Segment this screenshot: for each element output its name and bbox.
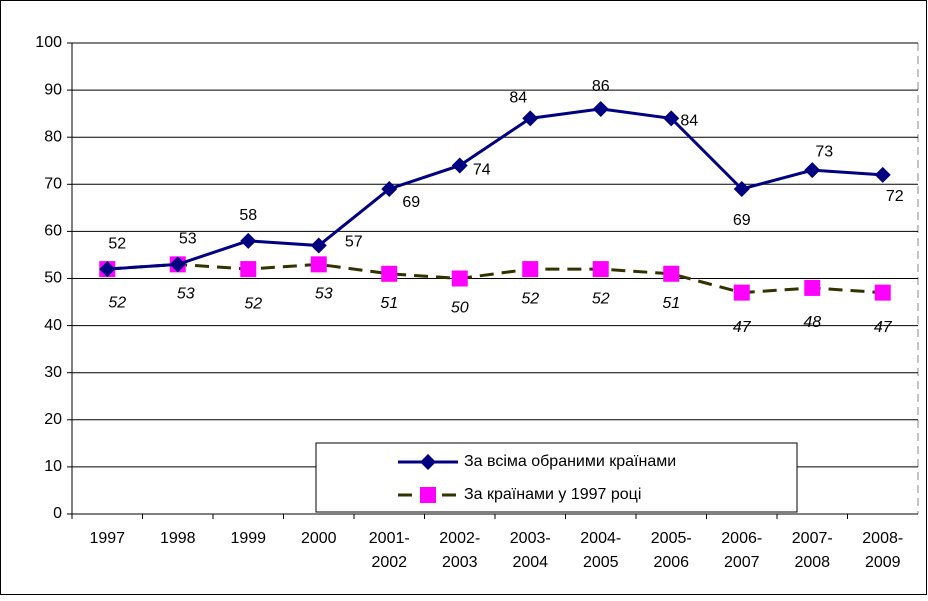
marker: [733, 181, 750, 198]
y-tick-label: 50: [44, 270, 62, 287]
x-tick-label-line: 2000: [301, 530, 337, 547]
data-label: 51: [662, 295, 680, 312]
x-tick-label-line: 2008-: [862, 530, 903, 547]
x-tick-label-line: 2002-: [439, 530, 480, 547]
x-tick-label: 2005- 2006: [651, 530, 692, 571]
x-tick-label-line: 2006-: [721, 530, 762, 547]
legend: [315, 442, 798, 513]
y-tick-label: 40: [44, 317, 62, 334]
y-tick-label: 80: [44, 128, 62, 145]
marker: [804, 279, 821, 296]
marker: [310, 237, 327, 254]
x-tick-label: 1997: [89, 530, 125, 547]
marker: [451, 270, 468, 287]
data-label: 84: [509, 90, 527, 107]
marker: [451, 157, 468, 174]
x-tick-label: 2006- 2007: [721, 530, 762, 571]
x-tick-label: 1999: [230, 530, 266, 547]
x-tick-label-line: 1997: [89, 530, 125, 547]
x-tick-label-line: 2004-: [580, 530, 621, 547]
marker: [99, 261, 116, 278]
x-tick-label: 2007- 2008: [792, 530, 833, 571]
x-tick-label-line: 1999: [230, 530, 266, 547]
y-tick-label: 30: [44, 364, 62, 381]
data-label: 51: [380, 295, 398, 312]
data-label: 84: [680, 113, 698, 130]
marker: [874, 166, 891, 183]
data-label: 47: [874, 319, 893, 336]
x-tick-label: 2002- 2003: [439, 530, 480, 571]
marker: [592, 261, 609, 278]
x-tick-label-line: 2002: [371, 554, 407, 571]
x-tick-label-line: 2007: [724, 554, 760, 571]
x-tick-label: 2004- 2005: [580, 530, 621, 571]
data-label: 47: [733, 319, 752, 336]
x-tick-label-line: 2008: [794, 554, 830, 571]
data-label: 52: [521, 290, 539, 307]
y-tick-label: 90: [44, 81, 62, 98]
x-tick-label: 2001- 2002: [369, 530, 410, 571]
data-label: 53: [177, 286, 195, 303]
x-tick-label-line: 2004: [512, 554, 548, 571]
x-tick-label-line: 2005: [583, 554, 619, 571]
data-label: 74: [473, 162, 491, 179]
data-label: 69: [733, 212, 751, 229]
data-label: 86: [592, 78, 610, 95]
data-label: 57: [345, 234, 363, 251]
y-tick-label: 0: [53, 505, 62, 522]
marker: [381, 181, 398, 198]
marker: [592, 100, 609, 117]
x-tick-label: 1998: [160, 530, 196, 547]
series-line: [107, 262, 883, 295]
x-tick-label-line: 2006: [653, 554, 689, 571]
data-label: 73: [815, 143, 833, 160]
x-tick-label-line: 2005-: [651, 530, 692, 547]
x-tick-label-line: 2009: [865, 554, 901, 571]
x-tick-label-line: 2007-: [792, 530, 833, 547]
data-label: 52: [244, 295, 262, 312]
marker: [240, 261, 257, 278]
data-label: 50: [451, 300, 469, 317]
x-tick-label-line: 2001-: [369, 530, 410, 547]
x-tick-label: 2008- 2009: [862, 530, 903, 571]
marker: [381, 265, 398, 282]
series-line: [107, 107, 883, 271]
marker: [240, 232, 257, 249]
marker: [169, 256, 186, 273]
data-label: 52: [592, 290, 610, 307]
data-label: 53: [315, 286, 333, 303]
marker: [420, 454, 436, 470]
y-tick-label: 10: [44, 458, 62, 475]
legend-label: За всіма обраними країнами: [464, 453, 676, 470]
marker: [663, 265, 680, 282]
marker: [522, 110, 539, 127]
data-label: 52: [108, 235, 126, 252]
marker: [663, 110, 680, 127]
data-label: 52: [108, 294, 126, 311]
data-label: 58: [239, 207, 257, 224]
marker: [420, 487, 436, 503]
x-tick-label-line: 1998: [160, 530, 196, 547]
y-tick-label: 60: [44, 223, 62, 240]
x-tick-label-line: 2003-: [510, 530, 551, 547]
marker: [733, 284, 750, 301]
y-tick-label: 70: [44, 176, 62, 193]
y-tick-label: 20: [44, 411, 62, 428]
data-label: 72: [886, 188, 904, 205]
x-tick-label: 2000: [301, 530, 337, 547]
marker: [874, 284, 891, 301]
legend-label: За країнами у 1997 році: [464, 486, 641, 503]
marker: [804, 162, 821, 179]
marker: [522, 261, 539, 278]
x-tick-label: 2003- 2004: [510, 530, 551, 571]
y-tick-label: 100: [35, 34, 62, 51]
data-label: 53: [179, 231, 197, 248]
data-label: 69: [402, 194, 420, 211]
marker: [310, 256, 327, 273]
data-label: 48: [803, 314, 821, 331]
x-tick-label-line: 2003: [442, 554, 478, 571]
